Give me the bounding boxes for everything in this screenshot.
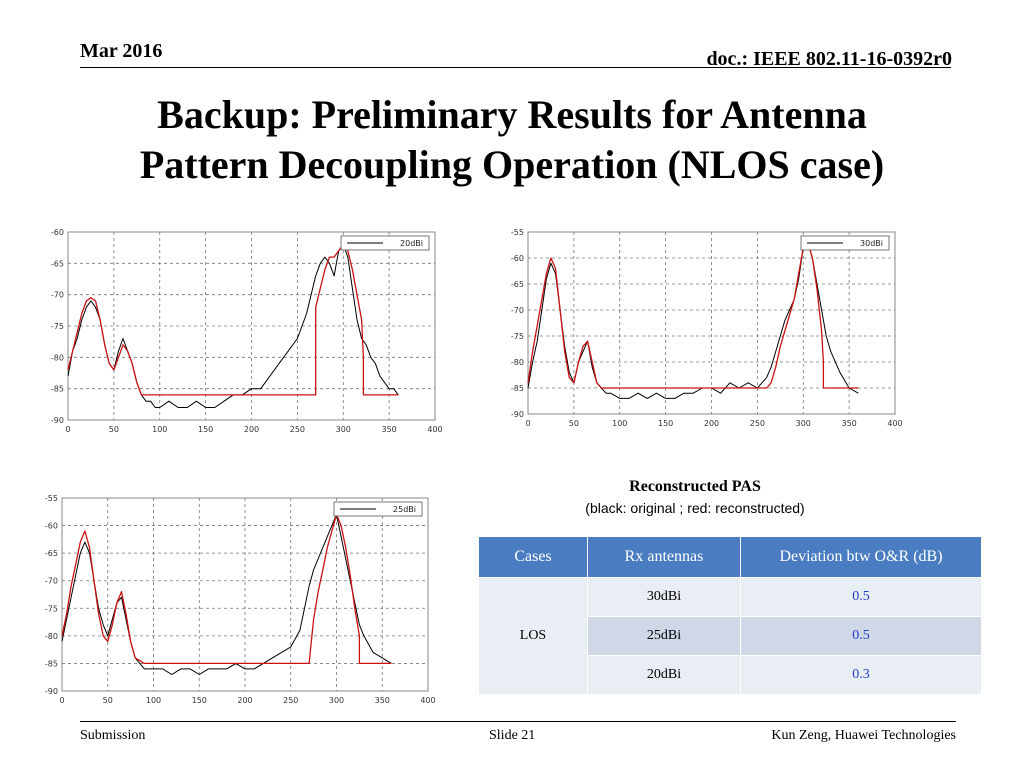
y-tick-label: -60 bbox=[511, 254, 524, 263]
y-tick-label: -80 bbox=[511, 358, 524, 367]
rx-cell: 30dBi bbox=[587, 577, 741, 617]
table-row: 20dBi 0.3 bbox=[479, 655, 982, 695]
chart-25dbi-svg: 0 50 100 150 200 250 300 350 400 -55 -60 -65 -70 -75 -… bbox=[45, 494, 436, 705]
chart-30dbi-svg: 0 50 100 150 200 250 300 350 400 -55 -60 -65 -70 -75 -… bbox=[511, 228, 903, 428]
deviation-cell: 0.3 bbox=[740, 655, 982, 695]
caption-subtitle: (black: original ; red: reconstructed) bbox=[585, 500, 805, 516]
x-tick-label: 100 bbox=[152, 425, 167, 434]
y-tick-label: -85 bbox=[51, 385, 64, 394]
legend-label: 20dBi bbox=[400, 239, 423, 248]
chart-20dbi-svg: 0 50 100 150 200 250 300 350 400 -60 -65 -70 -75 -80 -… bbox=[51, 228, 443, 434]
results-table: Cases Rx antennas Deviation btw O&R (dB)… bbox=[478, 536, 982, 695]
x-tick-label: 50 bbox=[103, 696, 113, 705]
x-tick-label: 0 bbox=[65, 425, 70, 434]
y-tick-label: -70 bbox=[45, 577, 58, 586]
table-header-row: Cases Rx antennas Deviation btw O&R (dB) bbox=[478, 536, 982, 578]
y-tick-label: -65 bbox=[45, 549, 58, 558]
y-tick-label: -80 bbox=[51, 353, 64, 362]
rx-cell: 25dBi bbox=[587, 616, 741, 656]
x-tick-label: 150 bbox=[658, 419, 673, 428]
x-tick-label: 250 bbox=[290, 425, 305, 434]
deviation-cell: 0.5 bbox=[740, 616, 982, 656]
x-tick-label: 350 bbox=[381, 425, 396, 434]
x-tick-label: 200 bbox=[244, 425, 259, 434]
x-tick-label: 400 bbox=[887, 419, 902, 428]
x-tick-label: 350 bbox=[375, 696, 390, 705]
y-tick-label: -85 bbox=[511, 384, 524, 393]
y-tick-label: -80 bbox=[45, 632, 58, 641]
legend-box bbox=[340, 235, 430, 251]
y-tick-label: -70 bbox=[511, 306, 524, 315]
y-tick-label: -60 bbox=[45, 522, 58, 531]
slide-title-line-1: Backup: Preliminary Results for Antenna bbox=[157, 92, 867, 137]
footer-divider bbox=[80, 721, 956, 722]
chart-25dbi: 0 50 100 150 200 250 300 350 400 -55 -60 -65 -70 -75 -… bbox=[38, 488, 458, 713]
y-tick-label: -55 bbox=[45, 494, 58, 503]
y-tick-label: -90 bbox=[45, 687, 58, 696]
chart-caption: Reconstructed PAS (black: original ; red… bbox=[520, 478, 870, 516]
y-tick-label: -65 bbox=[51, 259, 64, 268]
y-tick-label: -75 bbox=[45, 604, 58, 613]
footer-slide-number: Slide 21 bbox=[489, 728, 536, 743]
x-tick-label: 250 bbox=[750, 419, 765, 428]
slide-title: Backup: Preliminary Results for Antenna … bbox=[40, 90, 984, 190]
header-deviation: Deviation btw O&R (dB) bbox=[740, 536, 982, 578]
header-rx-antennas: Rx antennas bbox=[587, 536, 741, 578]
slide-title-line-2: Pattern Decoupling Operation (NLOS case) bbox=[139, 142, 885, 187]
case-los-cell: LOS bbox=[478, 577, 588, 695]
table-row: 25dBi 0.5 bbox=[479, 616, 982, 656]
y-tick-label: -75 bbox=[511, 332, 524, 341]
legend-box bbox=[333, 501, 423, 517]
x-tick-label: 100 bbox=[612, 419, 627, 428]
x-tick-label: 50 bbox=[109, 425, 119, 434]
x-tick-label: 100 bbox=[146, 696, 161, 705]
x-tick-label: 300 bbox=[329, 696, 344, 705]
legend-label: 30dBi bbox=[860, 239, 883, 248]
x-tick-label: 350 bbox=[841, 419, 856, 428]
legend-box bbox=[800, 235, 890, 251]
caption-title: Reconstructed PAS bbox=[629, 478, 761, 495]
y-tick-label: -65 bbox=[511, 280, 524, 289]
x-tick-label: 150 bbox=[192, 696, 207, 705]
y-tick-label: -90 bbox=[511, 410, 524, 419]
table-row: LOS 30dBi 0.5 bbox=[478, 577, 982, 695]
header-divider bbox=[80, 67, 951, 68]
y-tick-label: -75 bbox=[51, 322, 64, 331]
x-tick-label: 50 bbox=[569, 419, 579, 428]
x-tick-label: 0 bbox=[525, 419, 530, 428]
footer-submission: Submission bbox=[80, 728, 146, 743]
y-tick-label: -90 bbox=[51, 416, 64, 425]
y-tick-label: -60 bbox=[51, 228, 64, 237]
chart-20dbi: 0 50 100 150 200 250 300 350 400 -60 -65 -70 -75 -80 -… bbox=[40, 222, 450, 446]
rx-cell: 20dBi bbox=[587, 655, 741, 695]
legend-label: 25dBi bbox=[393, 505, 416, 514]
x-tick-label: 200 bbox=[704, 419, 719, 428]
y-tick-label: -55 bbox=[511, 228, 524, 237]
x-tick-label: 0 bbox=[59, 696, 64, 705]
x-tick-label: 150 bbox=[198, 425, 213, 434]
x-tick-label: 300 bbox=[796, 419, 811, 428]
y-tick-label: -85 bbox=[45, 659, 58, 668]
x-tick-label: 400 bbox=[427, 425, 442, 434]
header-cases: Cases bbox=[478, 536, 588, 578]
series-line-original bbox=[61, 514, 392, 675]
x-tick-label: 200 bbox=[237, 696, 252, 705]
x-tick-label: 250 bbox=[283, 696, 298, 705]
x-tick-label: 300 bbox=[336, 425, 351, 434]
x-tick-label: 400 bbox=[420, 696, 435, 705]
footer-author: Kun Zeng, Huawei Technologies bbox=[771, 728, 956, 743]
header-date: Mar 2016 bbox=[80, 40, 163, 62]
header-doc-id: doc.: IEEE 802.11-16-0392r0 bbox=[706, 48, 952, 70]
deviation-cell: 0.5 bbox=[740, 577, 982, 617]
y-tick-label: -70 bbox=[51, 291, 64, 300]
chart-30dbi: 0 50 100 150 200 250 300 350 400 -55 -60 -65 -70 -75 -… bbox=[500, 222, 930, 438]
series-line-reconstructed bbox=[61, 513, 392, 665]
